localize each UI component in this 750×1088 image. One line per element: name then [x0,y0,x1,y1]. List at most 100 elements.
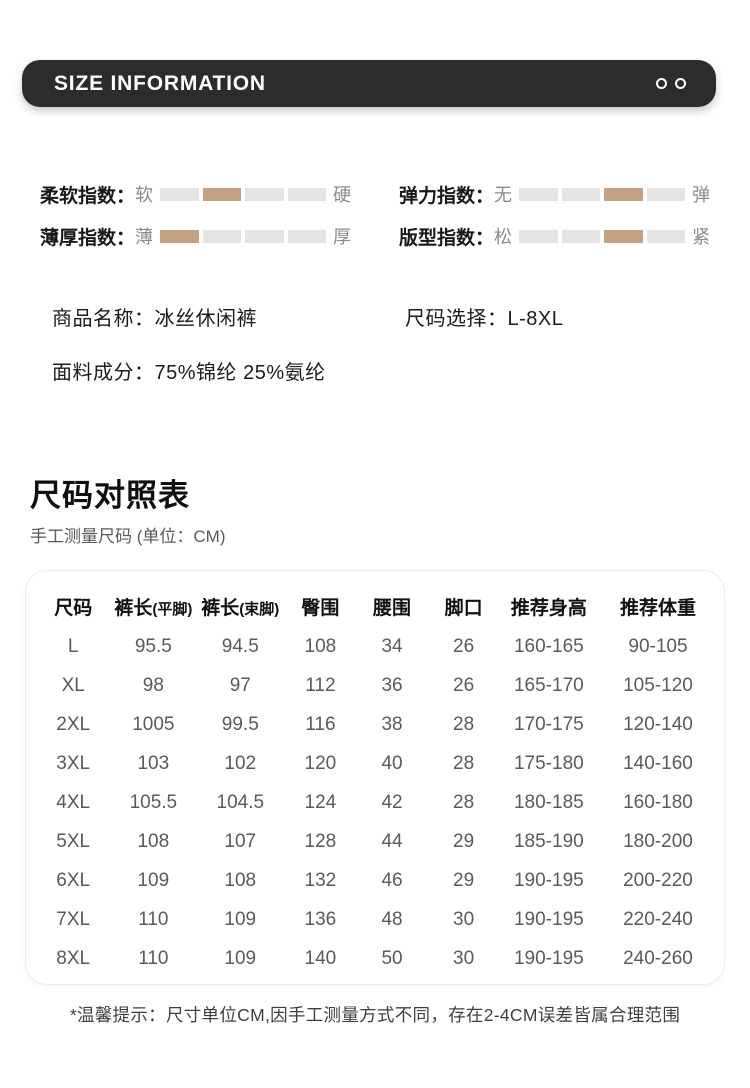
table-cell: 36 [381,674,403,696]
table-cell: 120 [304,752,337,774]
index-label: 柔软指数： [40,185,136,207]
column-header-leg-opening: 脚口 [444,597,483,619]
table-cell: 175-180 [513,752,584,774]
index-min-label: 薄 [135,227,154,247]
table-cell: 29 [453,830,475,852]
column-header-hip: 臀围 [301,597,340,619]
table-cell: 180-185 [513,791,584,813]
table-cell: 116 [305,713,336,735]
table-cell: 109 [137,869,170,891]
table-body: L 95.5 94.5 108 34 26 160-165 90-105 XL 98 97 112 36… [34,627,716,978]
index-max-label: 硬 [333,185,351,205]
table-cell: 110 [138,947,169,969]
table-cell: 30 [453,947,475,969]
table-row: 3XL 103 102 120 40 28 175-180 140-160 [34,744,716,783]
table-cell: 3XL [56,752,91,774]
column-header-height: 推荐身高 [510,597,587,619]
index-softness: 柔软指数： 软 硬 [40,182,351,207]
index-segment [245,187,284,201]
size-select-label: 尺码选择： [405,308,508,330]
attribute-indices: 柔软指数： 软 硬 弹力指数： 无 弹 薄厚指数： 薄 厚 版型指数： 松 紧 [40,182,710,249]
table-row: 2XL 1005 99.5 116 38 28 170-175 120-140 [34,705,716,744]
table-cell: 28 [453,791,475,813]
index-segment-active [604,187,643,201]
column-header-size: 尺码 [54,597,93,619]
table-cell: 4XL [56,791,91,813]
circle-icon [675,78,686,89]
size-chart-title: 尺码对照表 [30,478,190,513]
table-row: 4XL 105.5 104.5 124 42 28 180-185 160-180 [34,783,716,822]
table-cell: 103 [137,752,170,774]
product-name-label: 商品名称： [52,308,155,330]
fabric-value: 75%锦纶 25%氨纶 [154,362,326,384]
product-name-line: 商品名称：冰丝休闲裤 [52,302,257,331]
table-cell: 26 [453,635,475,657]
table-cell: 102 [224,752,257,774]
index-segment-active [604,229,643,243]
table-cell: 190-195 [513,908,584,930]
table-cell: 44 [381,830,403,852]
table-cell: 48 [381,908,403,930]
table-cell: 46 [381,869,403,891]
table-cell: 112 [305,674,336,696]
table-cell: 30 [453,908,475,930]
table-cell: 220-240 [623,908,693,930]
index-track [160,229,327,243]
product-size-line: 尺码选择：L-8XL [405,302,563,331]
table-cell: 105-120 [623,674,693,696]
table-cell: 40 [381,752,403,774]
index-segment [245,229,284,243]
table-cell: 108 [304,635,337,657]
table-cell: 136 [304,908,337,930]
table-cell: 28 [453,713,475,735]
index-label: 版型指数： [399,227,495,249]
size-chart-subtitle: 手工测量尺码 (单位：CM) [30,527,226,546]
index-segment [202,229,242,243]
table-cell: 42 [381,791,403,813]
table-cell: 26 [453,674,475,696]
table-cell: 170-175 [513,713,584,735]
table-cell: 132 [304,869,337,891]
table-cell: 160-165 [513,635,584,657]
column-header-waist: 腰围 [373,597,412,619]
index-min-label: 松 [494,227,513,247]
column-header-length-cuffed: 裤长(束脚) [201,597,280,619]
table-row: 8XL 110 109 140 50 30 190-195 240-260 [34,939,716,978]
index-segment-active [202,187,242,201]
index-segment [287,187,327,201]
index-segment [287,229,327,243]
index-segment [646,187,686,201]
index-min-label: 软 [135,185,154,205]
size-table: 尺码 裤长(平脚) 裤长(束脚) 臀围 腰围 脚口 推荐身高 推荐体重 L 95.… [25,570,725,985]
index-fit: 版型指数： 松 紧 [399,224,710,249]
table-cell: 240-260 [623,947,693,969]
table-cell: 105.5 [129,791,178,813]
index-max-label: 紧 [692,227,710,247]
table-row: 5XL 108 107 128 44 29 185-190 180-200 [34,822,716,861]
table-cell: 185-190 [513,830,584,852]
column-header-weight: 推荐体重 [619,597,696,619]
fabric-label: 面料成分： [52,362,155,384]
index-track [519,187,686,201]
table-cell: L [67,635,79,657]
index-max-label: 厚 [333,227,351,247]
table-cell: 97 [229,674,251,696]
column-header-length-flat: 裤长(平脚) [114,597,193,619]
table-cell: 190-195 [513,947,584,969]
table-row: 7XL 110 109 136 48 30 190-195 220-240 [34,900,716,939]
product-fabric-line: 面料成分：75%锦纶 25%氨纶 [52,356,326,385]
table-cell: 7XL [56,908,91,930]
table-cell: 95.5 [134,635,172,657]
table-cell: 120-140 [623,713,693,735]
index-segment [519,229,558,243]
table-cell: 6XL [56,869,91,891]
title-bar: SIZE INFORMATION [22,60,716,107]
table-cell: 98 [142,674,164,696]
table-cell: 124 [304,791,337,813]
index-label: 弹力指数： [399,185,495,207]
table-cell: 5XL [56,830,91,852]
index-track [519,229,686,243]
table-cell: 190-195 [513,869,584,891]
table-cell: 109 [224,947,257,969]
table-row: L 95.5 94.5 108 34 26 160-165 90-105 [34,627,716,666]
